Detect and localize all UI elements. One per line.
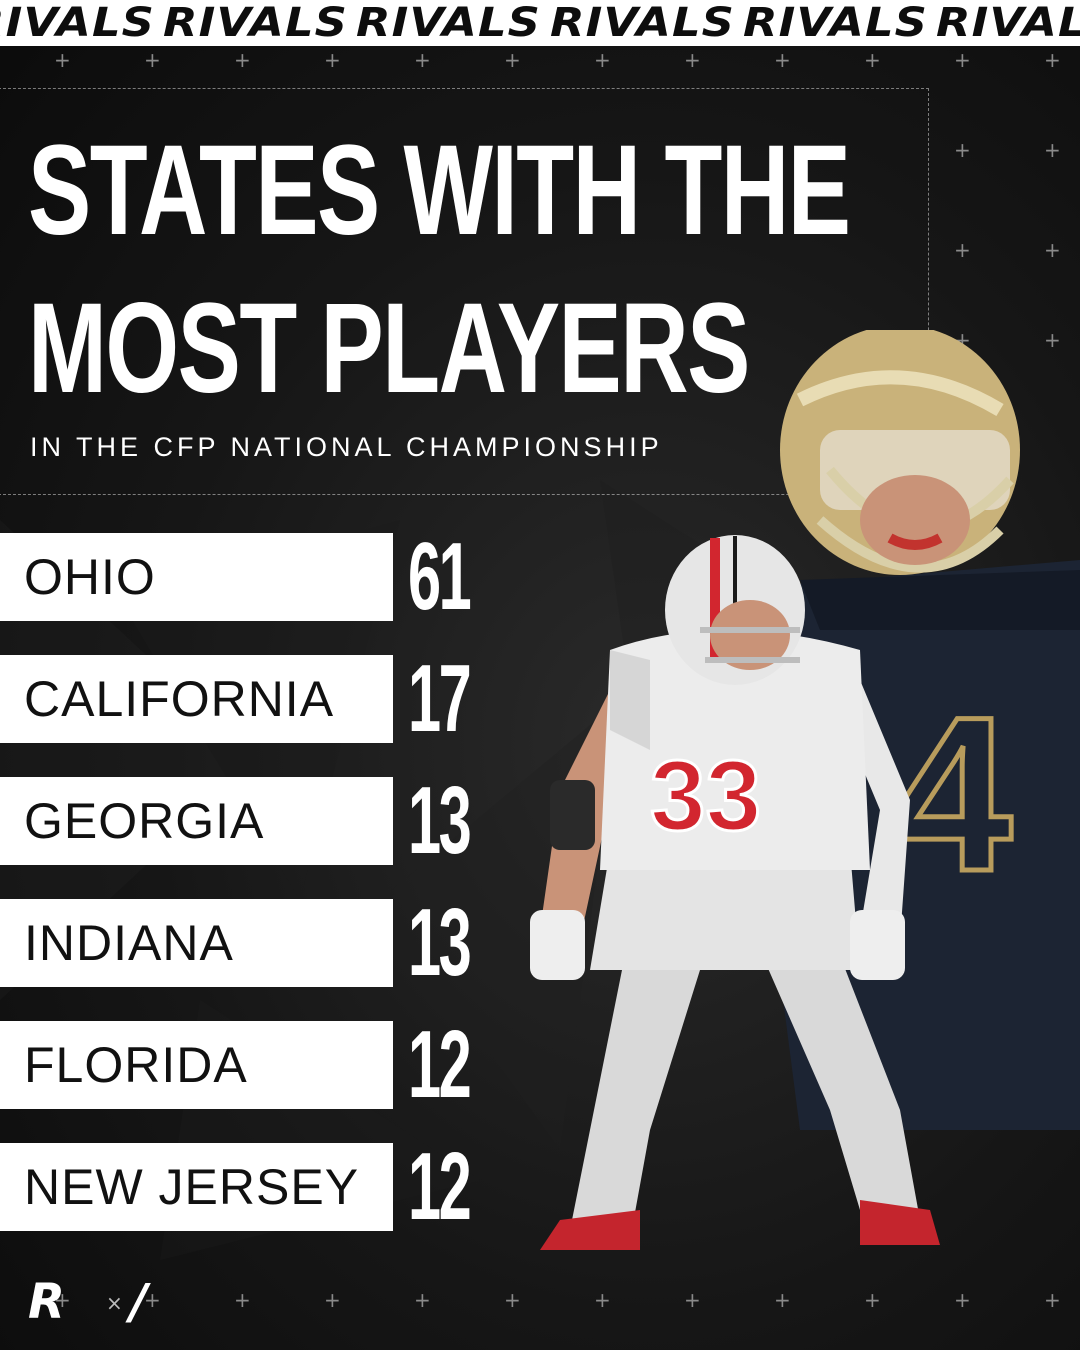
- crosshair-mark: +: [684, 48, 701, 72]
- banner-word: RIVALS: [356, 0, 542, 46]
- crosshair-mark: +: [504, 48, 521, 72]
- crosshair-mark: +: [954, 138, 971, 162]
- state-label: NEW JERSEY: [24, 1159, 360, 1215]
- crosshair-mark: +: [54, 1288, 71, 1312]
- crosshair-mark: +: [414, 48, 431, 72]
- crosshair-mark: +: [234, 1288, 251, 1312]
- player-count: 17: [408, 645, 472, 752]
- title-frame: [0, 88, 929, 495]
- player-count: 13: [408, 889, 472, 996]
- logo-letter: R: [28, 1276, 65, 1326]
- player-count: 12: [408, 1011, 472, 1118]
- crosshair-mark: +: [234, 48, 251, 72]
- crosshair-mark: +: [1044, 1288, 1061, 1312]
- ranking-row-1: OHIO: [0, 533, 393, 621]
- title-line-1: STATES WITH THE: [28, 119, 851, 262]
- player-count: 61: [408, 523, 472, 630]
- crosshair-mark: +: [144, 48, 161, 72]
- crosshair-mark: +: [774, 1288, 791, 1312]
- state-label: OHIO: [24, 549, 156, 605]
- player-count: 12: [408, 1133, 472, 1240]
- crosshair-mark: +: [1044, 238, 1061, 262]
- front-player: 33: [530, 535, 940, 1250]
- crosshair-mark: +: [594, 1288, 611, 1312]
- player-count: 13: [408, 767, 472, 874]
- crosshair-mark: +: [324, 48, 341, 72]
- logo-separator: ×: [106, 1291, 123, 1315]
- crosshair-mark: +: [864, 1288, 881, 1312]
- banner-word: RIVALS: [549, 0, 735, 46]
- back-jersey-number: 4: [890, 671, 1012, 917]
- banner-word: RIVALS: [0, 0, 156, 46]
- crosshair-mark: +: [1044, 138, 1061, 162]
- banner-word: RIVALS: [935, 0, 1080, 46]
- ranking-row-2: CALIFORNIA: [0, 655, 393, 743]
- crosshair-mark: +: [414, 1288, 431, 1312]
- crosshair-mark: +: [864, 48, 881, 72]
- rivals-banner: RIVALS RIVALS RIVALS RIVALS RIVALS RIVAL…: [0, 0, 1080, 46]
- ranking-row-6: NEW JERSEY: [0, 1143, 393, 1231]
- logo-mark: /: [125, 1276, 151, 1326]
- crosshair-mark: +: [144, 1288, 161, 1312]
- state-label: INDIANA: [24, 915, 234, 971]
- page-title: STATES WITH THE MOST PLAYERS: [28, 112, 851, 428]
- crosshair-mark: +: [594, 48, 611, 72]
- ranking-row-5: FLORIDA: [0, 1021, 393, 1109]
- crosshair-mark: +: [504, 1288, 521, 1312]
- front-jersey-number: 33: [650, 740, 761, 852]
- crosshair-mark: +: [954, 1288, 971, 1312]
- rivals-logo: R × /: [28, 1276, 151, 1326]
- page-subtitle: IN THE CFP NATIONAL CHAMPIONSHIP: [30, 432, 663, 462]
- title-line-2: MOST PLAYERS: [28, 277, 750, 420]
- banner-word: RIVALS: [742, 0, 928, 46]
- state-label: FLORIDA: [24, 1037, 248, 1093]
- players-illustration: 4 33: [530, 330, 1080, 1250]
- crosshair-mark: +: [1044, 48, 1061, 72]
- crosshair-mark: +: [954, 48, 971, 72]
- crosshair-mark: +: [684, 1288, 701, 1312]
- crosshair-mark: +: [954, 238, 971, 262]
- ranking-row-4: INDIANA: [0, 899, 393, 987]
- banner-word: RIVALS: [163, 0, 349, 46]
- crosshair-mark: +: [324, 1288, 341, 1312]
- crosshair-mark: +: [1044, 328, 1061, 352]
- state-label: GEORGIA: [24, 793, 265, 849]
- crosshair-mark: +: [54, 48, 71, 72]
- state-label: CALIFORNIA: [24, 671, 335, 727]
- crosshair-mark: +: [774, 48, 791, 72]
- ranking-row-3: GEORGIA: [0, 777, 393, 865]
